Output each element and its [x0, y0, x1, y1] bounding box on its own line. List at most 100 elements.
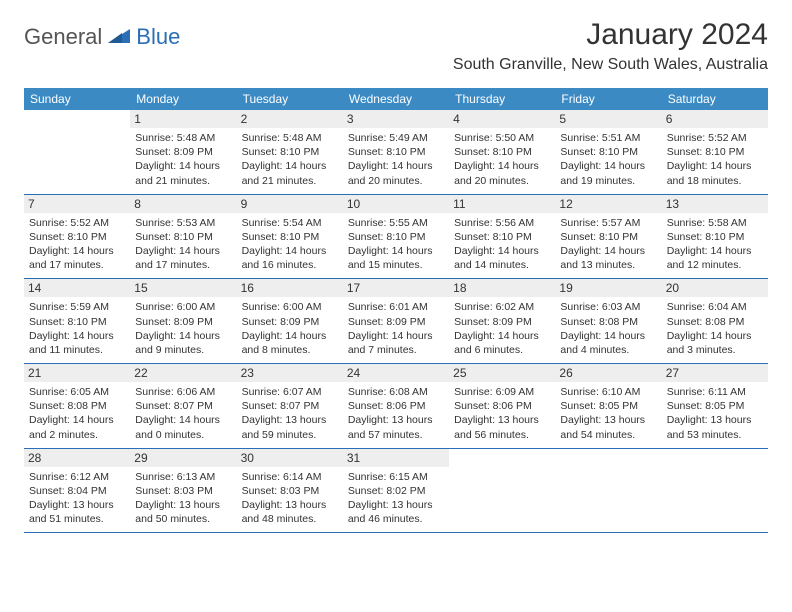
day-cell: 7Sunrise: 5:52 AMSunset: 8:10 PMDaylight…	[24, 195, 130, 279]
day-number: 22	[130, 364, 236, 382]
sunrise-line: Sunrise: 5:48 AM	[242, 131, 338, 145]
daylight-line-1: Daylight: 14 hours	[348, 329, 444, 343]
sunset-line: Sunset: 8:07 PM	[135, 399, 231, 413]
daylight-line-1: Daylight: 14 hours	[29, 244, 125, 258]
sunrise-line: Sunrise: 6:04 AM	[667, 300, 763, 314]
day-number: 29	[130, 449, 236, 467]
day-number: 13	[662, 195, 768, 213]
day-number: 26	[555, 364, 661, 382]
daylight-line-2: and 0 minutes.	[135, 428, 231, 442]
day-of-week-cell: Monday	[130, 88, 236, 110]
daylight-line-1: Daylight: 14 hours	[29, 413, 125, 427]
sunrise-line: Sunrise: 5:55 AM	[348, 216, 444, 230]
daylight-line-1: Daylight: 14 hours	[242, 329, 338, 343]
day-cell: 22Sunrise: 6:06 AMSunset: 8:07 PMDayligh…	[130, 364, 236, 448]
daylight-line-2: and 20 minutes.	[454, 174, 550, 188]
sunset-line: Sunset: 8:10 PM	[135, 230, 231, 244]
daylight-line-1: Daylight: 14 hours	[454, 244, 550, 258]
day-cell: 30Sunrise: 6:14 AMSunset: 8:03 PMDayligh…	[237, 449, 343, 533]
daylight-line-1: Daylight: 14 hours	[667, 159, 763, 173]
sunrise-line: Sunrise: 5:49 AM	[348, 131, 444, 145]
day-number: 1	[130, 110, 236, 128]
sunrise-line: Sunrise: 6:02 AM	[454, 300, 550, 314]
day-cell: 12Sunrise: 5:57 AMSunset: 8:10 PMDayligh…	[555, 195, 661, 279]
sunrise-line: Sunrise: 6:12 AM	[29, 470, 125, 484]
daylight-line-2: and 19 minutes.	[560, 174, 656, 188]
month-title: January 2024	[453, 18, 768, 52]
day-cell	[24, 110, 130, 194]
day-number: 11	[449, 195, 555, 213]
daylight-line-1: Daylight: 14 hours	[560, 244, 656, 258]
day-cell: 1Sunrise: 5:48 AMSunset: 8:09 PMDaylight…	[130, 110, 236, 194]
daylight-line-2: and 14 minutes.	[454, 258, 550, 272]
day-cell: 3Sunrise: 5:49 AMSunset: 8:10 PMDaylight…	[343, 110, 449, 194]
sunrise-line: Sunrise: 6:11 AM	[667, 385, 763, 399]
daylight-line-2: and 59 minutes.	[242, 428, 338, 442]
week-row: 14Sunrise: 5:59 AMSunset: 8:10 PMDayligh…	[24, 279, 768, 364]
sunrise-line: Sunrise: 6:14 AM	[242, 470, 338, 484]
sunrise-line: Sunrise: 5:51 AM	[560, 131, 656, 145]
sunrise-line: Sunrise: 5:58 AM	[667, 216, 763, 230]
day-cell: 19Sunrise: 6:03 AMSunset: 8:08 PMDayligh…	[555, 279, 661, 363]
day-number: 16	[237, 279, 343, 297]
day-number: 2	[237, 110, 343, 128]
daylight-line-1: Daylight: 14 hours	[667, 244, 763, 258]
day-number: 10	[343, 195, 449, 213]
day-cell	[662, 449, 768, 533]
daylight-line-1: Daylight: 14 hours	[667, 329, 763, 343]
day-cell: 6Sunrise: 5:52 AMSunset: 8:10 PMDaylight…	[662, 110, 768, 194]
day-of-week-header: SundayMondayTuesdayWednesdayThursdayFrid…	[24, 88, 768, 110]
sunset-line: Sunset: 8:09 PM	[242, 315, 338, 329]
daylight-line-2: and 7 minutes.	[348, 343, 444, 357]
sunset-line: Sunset: 8:10 PM	[242, 145, 338, 159]
daylight-line-1: Daylight: 14 hours	[348, 244, 444, 258]
daylight-line-1: Daylight: 14 hours	[560, 159, 656, 173]
sunrise-line: Sunrise: 5:48 AM	[135, 131, 231, 145]
daylight-line-1: Daylight: 14 hours	[135, 329, 231, 343]
daylight-line-2: and 16 minutes.	[242, 258, 338, 272]
daylight-line-2: and 2 minutes.	[29, 428, 125, 442]
day-cell	[449, 449, 555, 533]
day-cell: 29Sunrise: 6:13 AMSunset: 8:03 PMDayligh…	[130, 449, 236, 533]
daylight-line-2: and 8 minutes.	[242, 343, 338, 357]
sunset-line: Sunset: 8:10 PM	[348, 145, 444, 159]
daylight-line-2: and 4 minutes.	[560, 343, 656, 357]
day-of-week-cell: Wednesday	[343, 88, 449, 110]
sunset-line: Sunset: 8:03 PM	[135, 484, 231, 498]
sunrise-line: Sunrise: 5:50 AM	[454, 131, 550, 145]
sunset-line: Sunset: 8:09 PM	[454, 315, 550, 329]
day-number: 5	[555, 110, 661, 128]
sunrise-line: Sunrise: 6:07 AM	[242, 385, 338, 399]
calendar-page: General Blue January 2024 South Granvill…	[0, 0, 792, 533]
daylight-line-1: Daylight: 14 hours	[29, 329, 125, 343]
sunrise-line: Sunrise: 6:15 AM	[348, 470, 444, 484]
sunset-line: Sunset: 8:10 PM	[667, 145, 763, 159]
sunset-line: Sunset: 8:09 PM	[135, 145, 231, 159]
day-cell: 31Sunrise: 6:15 AMSunset: 8:02 PMDayligh…	[343, 449, 449, 533]
daylight-line-1: Daylight: 14 hours	[242, 159, 338, 173]
daylight-line-1: Daylight: 14 hours	[242, 244, 338, 258]
day-of-week-cell: Sunday	[24, 88, 130, 110]
day-cell: 10Sunrise: 5:55 AMSunset: 8:10 PMDayligh…	[343, 195, 449, 279]
sunset-line: Sunset: 8:08 PM	[560, 315, 656, 329]
day-cell: 2 Sunrise: 5:48 AMSunset: 8:10 PMDaylight…	[237, 110, 343, 194]
daylight-line-1: Daylight: 13 hours	[29, 498, 125, 512]
daylight-line-2: and 51 minutes.	[29, 512, 125, 526]
daylight-line-1: Daylight: 13 hours	[348, 413, 444, 427]
week-row: 28Sunrise: 6:12 AMSunset: 8:04 PMDayligh…	[24, 449, 768, 534]
daylight-line-2: and 48 minutes.	[242, 512, 338, 526]
daylight-line-2: and 17 minutes.	[135, 258, 231, 272]
day-number: 18	[449, 279, 555, 297]
daylight-line-2: and 46 minutes.	[348, 512, 444, 526]
day-number: 30	[237, 449, 343, 467]
day-number: 28	[24, 449, 130, 467]
daylight-line-2: and 18 minutes.	[667, 174, 763, 188]
sunset-line: Sunset: 8:05 PM	[560, 399, 656, 413]
daylight-line-2: and 21 minutes.	[242, 174, 338, 188]
sunrise-line: Sunrise: 5:56 AM	[454, 216, 550, 230]
logo-text-blue: Blue	[136, 24, 180, 50]
day-number: 24	[343, 364, 449, 382]
week-row: 21Sunrise: 6:05 AMSunset: 8:08 PMDayligh…	[24, 364, 768, 449]
daylight-line-2: and 9 minutes.	[135, 343, 231, 357]
day-of-week-cell: Friday	[555, 88, 661, 110]
